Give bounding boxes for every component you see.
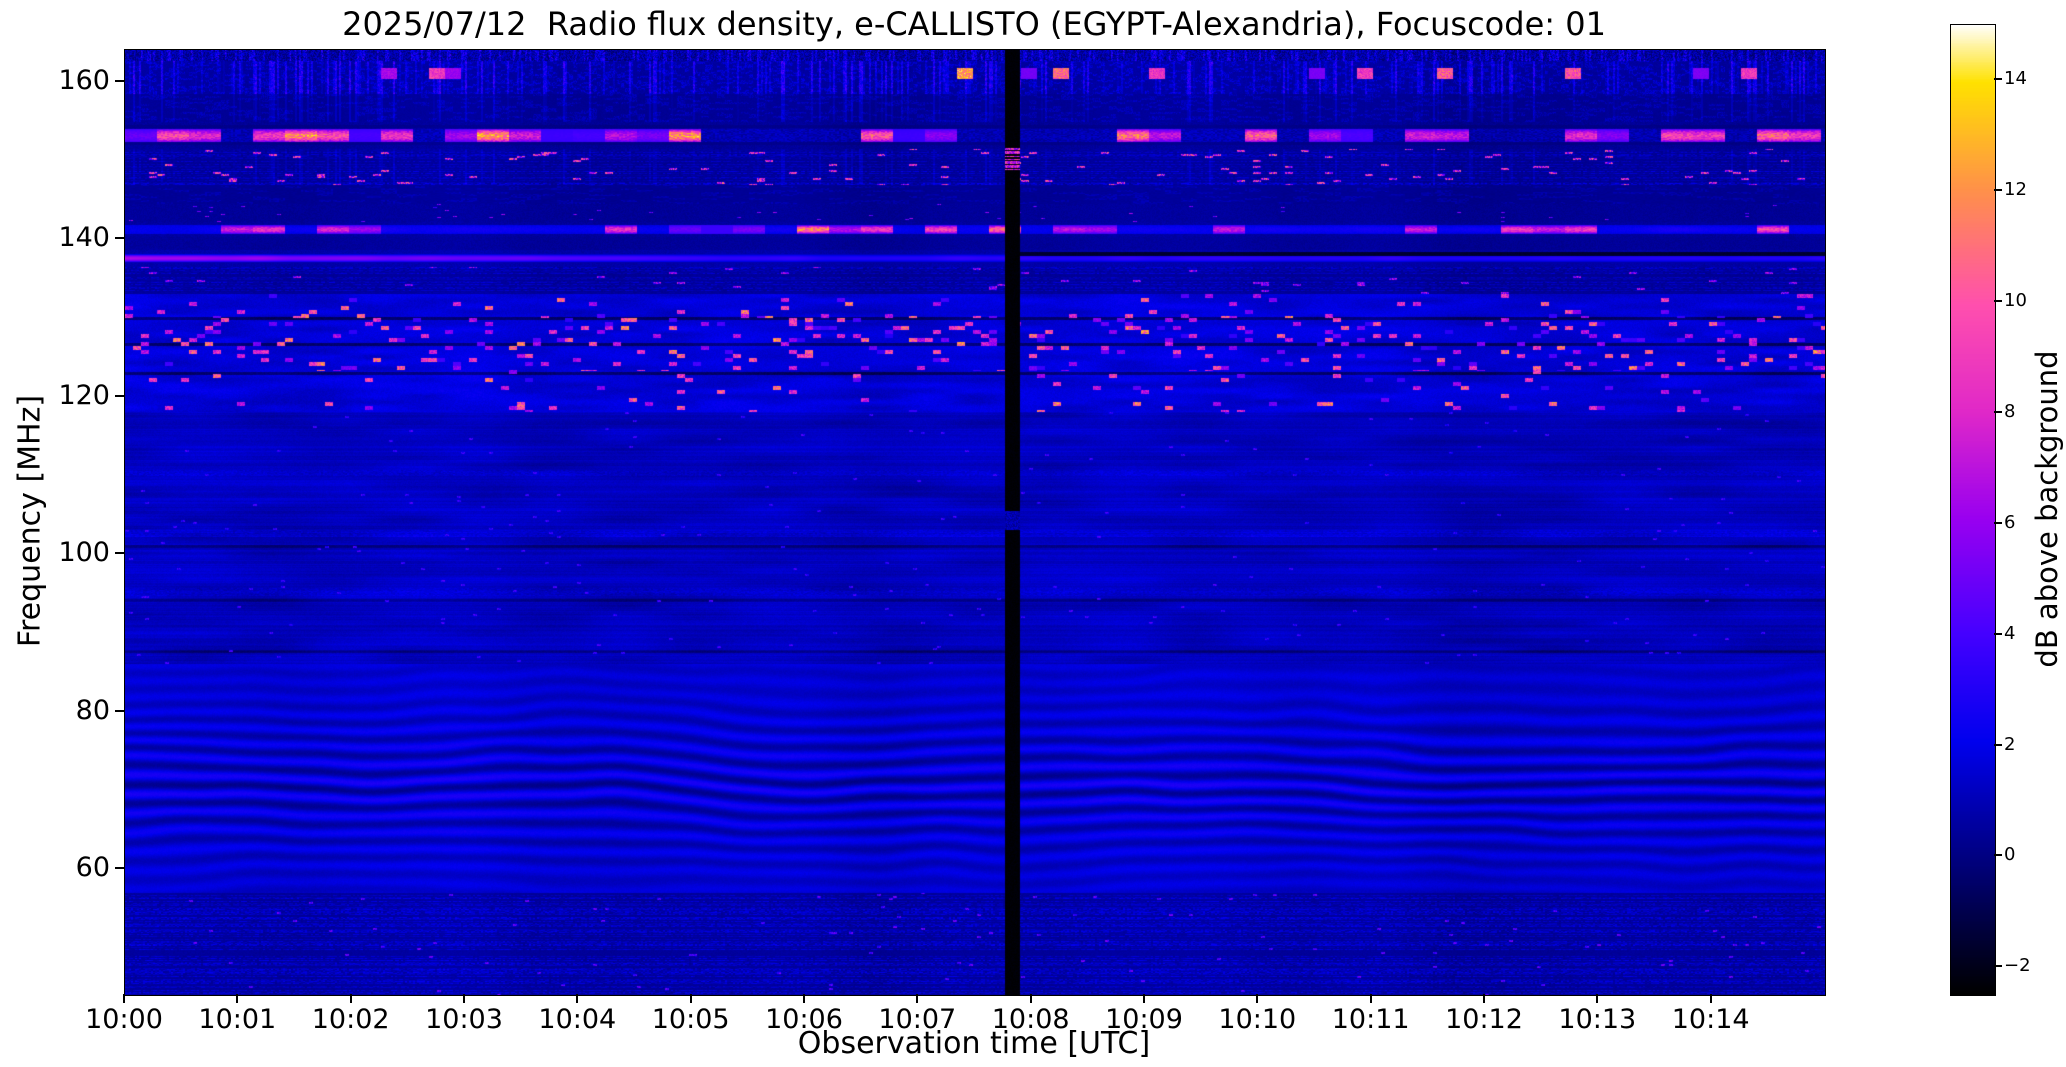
colorbar-tick-label: 10 bbox=[2004, 290, 2027, 312]
x-tick-mark bbox=[463, 994, 465, 1003]
colorbar-tick-label: 6 bbox=[2004, 511, 2016, 533]
x-tick-mark bbox=[916, 994, 919, 1003]
x-tick-label: 10:13 bbox=[1558, 1004, 1637, 1035]
colorbar-tick-mark bbox=[1994, 743, 2002, 746]
x-tick-label: 10:09 bbox=[1105, 1004, 1183, 1035]
spectrogram-plot bbox=[124, 49, 1826, 996]
x-tick-label: 10:10 bbox=[1218, 1004, 1297, 1035]
x-tick-mark bbox=[689, 994, 692, 1003]
y-tick-mark bbox=[115, 237, 124, 239]
colorbar bbox=[1950, 24, 1996, 996]
y-axis-label: Frequency [MHz] bbox=[12, 394, 48, 648]
x-tick-label: 10:06 bbox=[765, 1004, 843, 1035]
x-tick-mark bbox=[123, 994, 125, 1003]
x-tick-mark bbox=[1256, 994, 1259, 1003]
x-tick-mark bbox=[576, 994, 579, 1003]
x-tick-mark bbox=[236, 994, 239, 1003]
colorbar-tick-mark bbox=[1994, 300, 2002, 303]
colorbar-tick-mark bbox=[1994, 411, 2002, 413]
x-tick-mark bbox=[349, 994, 352, 1003]
y-tick-mark bbox=[115, 552, 124, 554]
x-tick-mark bbox=[1596, 994, 1599, 1003]
x-tick-mark bbox=[1709, 994, 1712, 1003]
x-tick-label: 10:12 bbox=[1445, 1004, 1523, 1035]
colorbar-tick-label: 8 bbox=[2004, 401, 2016, 422]
x-tick-label: 10:11 bbox=[1331, 1004, 1410, 1035]
colorbar-tick-mark bbox=[1994, 78, 2002, 81]
x-tick-label: 10:00 bbox=[85, 1004, 163, 1035]
colorbar-tick-label: 0 bbox=[2004, 844, 2016, 866]
x-tick-label: 10:05 bbox=[651, 1004, 730, 1035]
colorbar-tick-mark bbox=[1994, 521, 2002, 524]
y-tick-mark bbox=[115, 79, 124, 82]
colorbar-tick-label: −2 bbox=[2004, 955, 2031, 977]
colorbar-tick-label: 2 bbox=[2004, 733, 2016, 755]
y-tick-label: 80 bbox=[75, 694, 110, 726]
x-axis-label: Observation time [UTC] bbox=[797, 1026, 1151, 1061]
x-tick-mark bbox=[1483, 994, 1485, 1003]
chart-title: 2025/07/12 Radio flux density, e-CALLIST… bbox=[342, 5, 1606, 43]
x-tick-label: 10:08 bbox=[991, 1004, 1070, 1035]
spectrogram-canvas bbox=[125, 50, 1825, 995]
x-tick-mark bbox=[1143, 994, 1145, 1003]
y-tick-label: 100 bbox=[58, 537, 110, 568]
colorbar-tick-mark bbox=[1994, 189, 2002, 192]
x-tick-label: 10:07 bbox=[878, 1004, 957, 1035]
y-tick-mark bbox=[115, 394, 124, 397]
x-tick-label: 10:14 bbox=[1671, 1004, 1750, 1035]
colorbar-label: dB above background bbox=[2030, 350, 2064, 668]
colorbar-tick-label: 12 bbox=[2004, 179, 2027, 201]
y-tick-label: 160 bbox=[58, 64, 110, 96]
x-tick-label: 10:02 bbox=[311, 1004, 390, 1035]
x-tick-mark bbox=[1029, 994, 1032, 1003]
colorbar-tick-label: 14 bbox=[2004, 68, 2027, 90]
y-tick-label: 120 bbox=[58, 379, 110, 411]
y-tick-mark bbox=[115, 709, 124, 712]
colorbar-tick-mark bbox=[1994, 965, 2002, 968]
x-tick-label: 10:03 bbox=[425, 1004, 503, 1035]
colorbar-tick-label: 4 bbox=[2004, 622, 2016, 644]
colorbar-canvas bbox=[1951, 25, 1995, 995]
colorbar-tick-mark bbox=[1994, 854, 2002, 857]
y-tick-mark bbox=[115, 867, 124, 869]
y-tick-label: 140 bbox=[58, 222, 110, 253]
x-tick-label: 10:01 bbox=[198, 1004, 277, 1035]
x-tick-mark bbox=[803, 994, 805, 1003]
x-tick-mark bbox=[1369, 994, 1372, 1003]
colorbar-tick-mark bbox=[1994, 632, 2002, 635]
y-tick-label: 60 bbox=[75, 852, 110, 883]
x-tick-label: 10:04 bbox=[538, 1004, 617, 1035]
